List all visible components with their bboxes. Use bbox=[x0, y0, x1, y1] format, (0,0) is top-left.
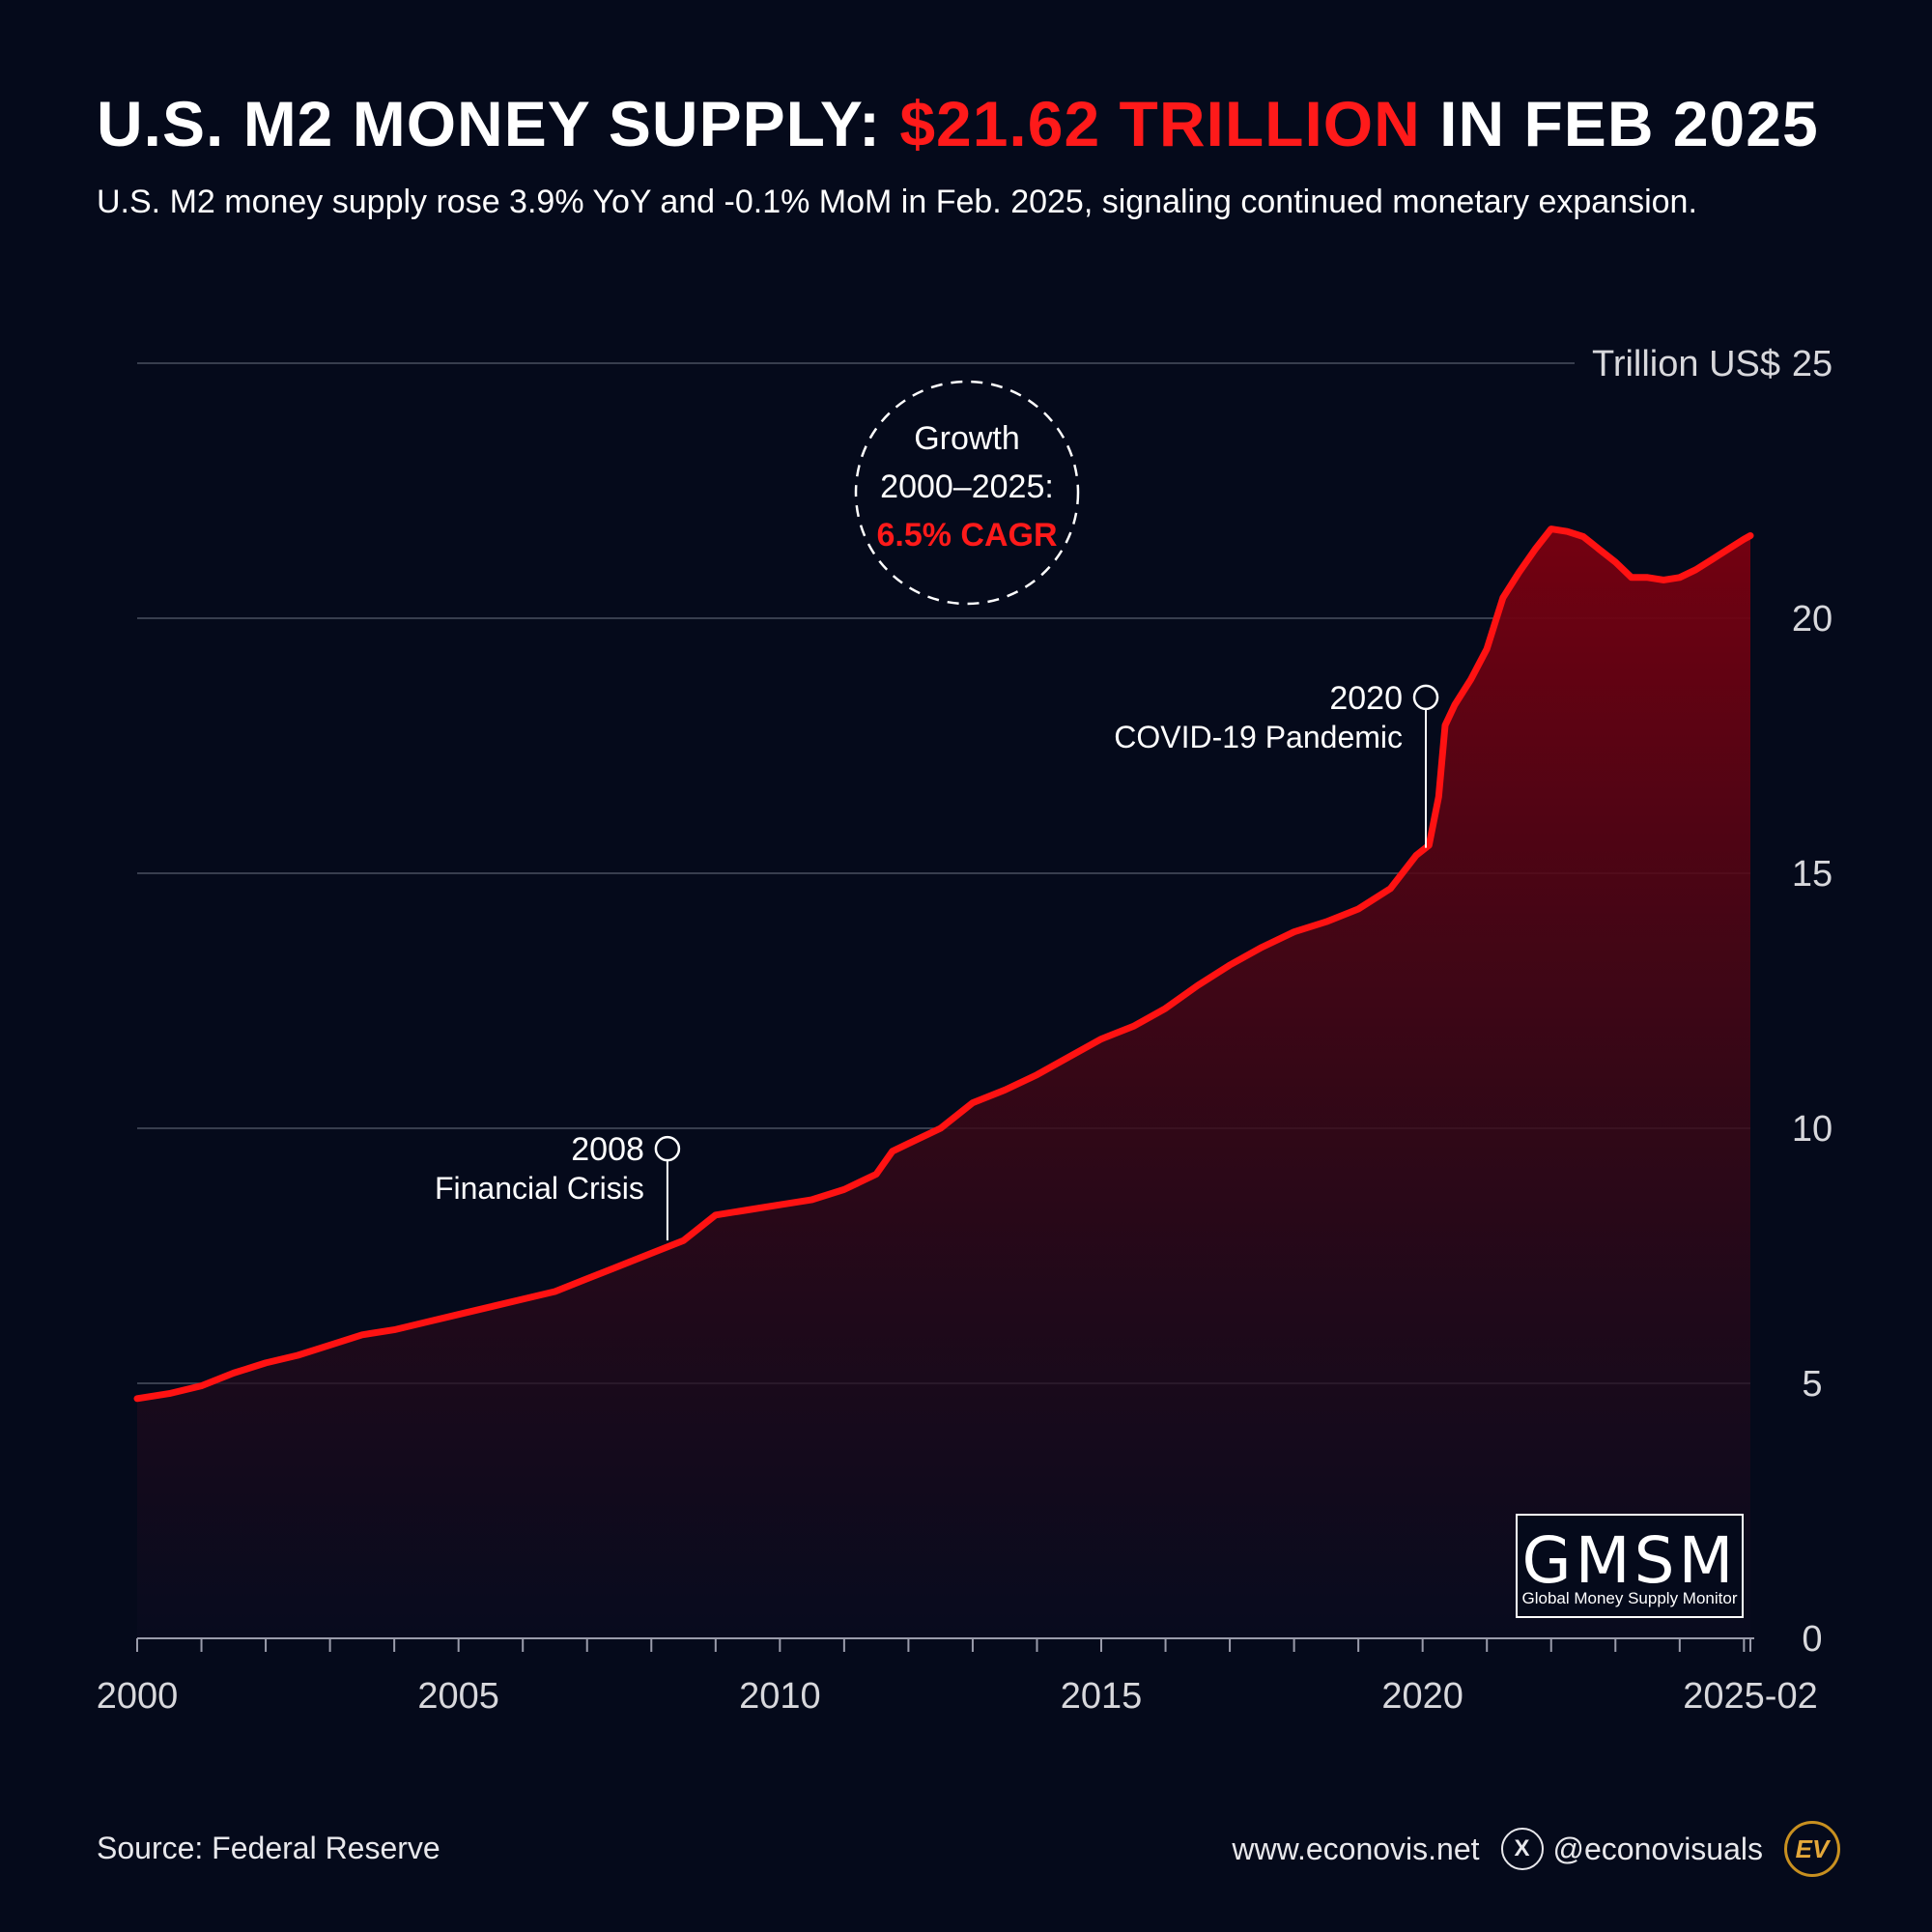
x-axis bbox=[136, 1637, 1754, 1652]
y-tick-label-20: 20 bbox=[1792, 599, 1833, 639]
x-tick-label-2015: 2015 bbox=[1061, 1676, 1143, 1717]
x-tick-label-2025-02: 2025-02 bbox=[1683, 1676, 1817, 1717]
chart-subtitle: U.S. M2 money supply rose 3.9% YoY and -… bbox=[97, 184, 1697, 220]
series-area bbox=[137, 528, 1750, 1638]
annotation-marker-0 bbox=[654, 1135, 681, 1162]
x-tick-label-2020: 2020 bbox=[1381, 1676, 1463, 1717]
handle-text: @econovisuals bbox=[1552, 1831, 1763, 1866]
y-tick-label-10: 10 bbox=[1792, 1109, 1833, 1150]
ev-logo-icon: EV bbox=[1784, 1821, 1840, 1877]
callout-line1: Growth bbox=[914, 420, 1020, 457]
y-tick-label-25: 25 bbox=[1792, 344, 1833, 384]
y-tick-label-5: 5 bbox=[1802, 1364, 1822, 1405]
annotation-year-0: 2008 bbox=[571, 1131, 644, 1168]
title-suffix: IN FEB 2025 bbox=[1420, 88, 1819, 159]
tick-labels: 0 5 10 15 20 25 Trillion US$ 2000 2005 2010 2015 20… bbox=[97, 344, 1833, 1717]
area-fill-layer bbox=[133, 526, 1754, 1638]
watermark-subtitle: Global Money Supply Monitor bbox=[1521, 1589, 1737, 1607]
website-link[interactable]: www.econovis.net bbox=[1232, 1831, 1480, 1866]
callout-line3: 6.5% CAGR bbox=[876, 517, 1057, 554]
footer-links: www.econovis.net X @econovisuals EV bbox=[1232, 1821, 1840, 1877]
source-note: Source: Federal Reserve bbox=[97, 1831, 440, 1865]
callout-line2: 2000–2025: bbox=[880, 469, 1054, 505]
x-tick-label-2005: 2005 bbox=[417, 1676, 499, 1717]
annotation-year-1: 2020 bbox=[1329, 680, 1403, 717]
watermark-title: GMSM bbox=[1522, 1523, 1738, 1598]
x-tick-label-2010: 2010 bbox=[739, 1676, 821, 1717]
x-tick-label-2000: 2000 bbox=[97, 1676, 179, 1717]
gmsm-watermark: GMSM Global Money Supply Monitor bbox=[1516, 1514, 1744, 1618]
title-prefix: U.S. M2 MONEY SUPPLY: bbox=[97, 88, 900, 159]
title-accent: $21.62 TRILLION bbox=[899, 88, 1421, 159]
cagr-callout: Growth 2000–2025: 6.5% CAGR bbox=[854, 380, 1080, 606]
chart-title: U.S. M2 MONEY SUPPLY: $21.62 TRILLION IN… bbox=[97, 87, 1819, 160]
y-unit-label: Trillion US$ bbox=[1592, 344, 1780, 384]
annotation-marker-1 bbox=[1412, 684, 1439, 711]
social-handle[interactable]: X @econovisuals bbox=[1500, 1828, 1763, 1870]
y-tick-label-15: 15 bbox=[1792, 854, 1833, 895]
y-tick-label-0: 0 bbox=[1802, 1619, 1822, 1660]
series-line bbox=[133, 526, 1754, 1403]
x-logo-icon: X bbox=[1500, 1828, 1544, 1870]
annotation-event-0: Financial Crisis bbox=[435, 1171, 644, 1206]
annotation-event-1: COVID-19 Pandemic bbox=[1114, 720, 1403, 754]
